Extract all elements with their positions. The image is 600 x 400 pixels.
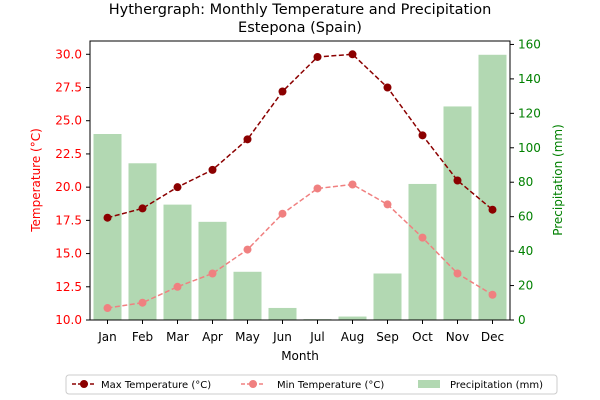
precip-bar-dec (478, 54, 507, 321)
y-right-tick-label: 60 (518, 210, 533, 224)
y-left-tick-label: 12.5 (55, 280, 82, 294)
y-right-tick-label: 80 (518, 175, 533, 189)
precip-bar-oct (408, 183, 437, 320)
min-temp-line (107, 183, 493, 309)
min-temp-point-oct (418, 233, 427, 242)
x-tick-label-jul: Jul (309, 330, 324, 344)
y-axis-right: 0 20 40 60 80 100 120 140 160 (510, 37, 541, 327)
max-temp-point-apr (208, 165, 217, 174)
min-temp-point-dec (488, 290, 497, 299)
min-temp-point-may (243, 245, 252, 254)
x-tick-label-dec: Dec (481, 330, 504, 344)
legend-swatch-precip (418, 380, 440, 388)
precip-bar-mar (163, 204, 192, 320)
x-tick-label-jan: Jan (97, 330, 117, 344)
y-left-tick-label: 10.0 (55, 313, 82, 327)
x-tick-label-mar: Mar (166, 330, 189, 344)
chart-title: Hythergraph: Monthly Temperature and Pre… (109, 2, 492, 18)
min-temp-point-feb (138, 298, 147, 307)
precipitation-bars (93, 54, 507, 321)
plot-frame (89, 40, 511, 321)
y-axis-left-label: Temperature (°C) (29, 128, 43, 233)
min-temp-point-nov (453, 269, 462, 278)
x-tick-label-aug: Aug (341, 330, 364, 344)
max-temp-point-jan (103, 213, 112, 222)
x-tick-label-jun: Jun (272, 330, 292, 344)
legend-box (65, 374, 558, 395)
max-temp-point-jun (278, 87, 287, 96)
max-temp-point-oct (418, 131, 427, 140)
min-temp-point-aug (348, 180, 357, 189)
y-left-tick-label: 17.5 (55, 213, 82, 227)
max-temp-point-sep (383, 83, 392, 92)
precip-bar-jan (93, 134, 122, 320)
max-temp-point-dec (488, 205, 497, 214)
max-temp-point-nov (453, 176, 462, 185)
y-axis-left: 10.0 12.5 15.0 17.5 20.0 22.5 25.0 27.5 30.0 (55, 47, 90, 327)
min-temp-point-sep (383, 200, 392, 209)
y-right-tick-label: 40 (518, 244, 533, 258)
y-left-tick-label: 25.0 (55, 114, 82, 128)
y-right-tick-label: 160 (518, 37, 541, 51)
precip-bar-may (233, 271, 262, 320)
max-temp-point-may (243, 135, 252, 144)
y-right-tick-label: 20 (518, 279, 533, 293)
min-temp-point-jun (278, 209, 287, 218)
legend-label-precip: Precipitation (mm) (450, 380, 543, 391)
x-tick-label-feb: Feb (132, 330, 153, 344)
y-axis-right-label: Precipitation (mm) (551, 124, 565, 236)
x-tick-label-may: May (235, 330, 260, 344)
precip-bar-feb (128, 163, 157, 320)
legend-marker-max (80, 380, 88, 388)
y-left-tick-label: 27.5 (55, 81, 82, 95)
chart-subtitle: Estepona (Spain) (238, 20, 362, 36)
min-temp-point-jul (313, 184, 322, 193)
x-tick-label-sep: Sep (376, 330, 399, 344)
max-temp-point-jul (313, 52, 322, 61)
legend-label-max: Max Temperature (°C) (101, 380, 211, 391)
x-tick-label-oct: Oct (412, 330, 433, 344)
legend-marker-min (249, 380, 257, 388)
y-right-tick-label: 140 (518, 72, 541, 86)
max-temp-line (107, 53, 493, 219)
legend-label-min: Min Temperature (°C) (277, 380, 384, 391)
y-left-tick-label: 22.5 (55, 147, 82, 161)
precip-bar-sep (373, 273, 402, 320)
y-right-tick-label: 100 (518, 141, 541, 155)
y-right-tick-label: 120 (518, 106, 541, 120)
x-tick-label-apr: Apr (202, 330, 223, 344)
legend: Max Temperature (°C) Min Temperature (°C… (65, 374, 558, 395)
y-left-tick-label: 15.0 (55, 247, 82, 261)
min-temp-point-jan (103, 304, 112, 313)
x-axis-label: Month (281, 349, 319, 363)
temperature-lines (103, 50, 497, 313)
max-temp-point-mar (173, 183, 182, 192)
x-tick-label-nov: Nov (446, 330, 469, 344)
precip-bar-nov (443, 106, 472, 320)
min-temp-point-apr (208, 269, 217, 278)
precip-bar-jun (268, 307, 297, 320)
y-left-tick-label: 30.0 (55, 47, 82, 61)
max-temp-point-feb (138, 204, 147, 213)
max-temp-point-aug (348, 50, 357, 59)
x-axis: Jan Feb Mar Apr May Jun Jul Aug Sep Oct Nov Dec (97, 320, 504, 344)
precip-bar-aug (338, 316, 367, 320)
y-left-tick-label: 20.0 (55, 180, 82, 194)
min-temp-point-mar (173, 282, 182, 291)
y-right-tick-label: 0 (518, 313, 526, 327)
